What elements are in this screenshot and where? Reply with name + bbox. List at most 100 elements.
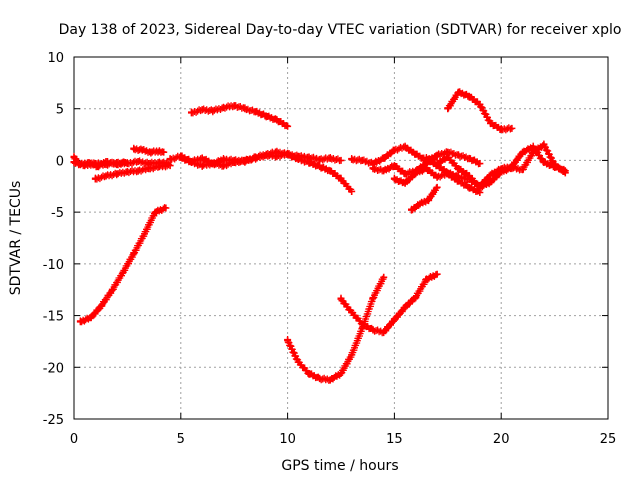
data-point <box>284 150 292 158</box>
data-point <box>134 157 142 165</box>
series-track <box>444 88 514 134</box>
data-point <box>198 162 206 170</box>
data-point <box>230 102 238 110</box>
data-point <box>316 163 324 171</box>
data-point <box>465 183 473 191</box>
data-point <box>98 301 106 309</box>
data-point <box>497 125 505 133</box>
data-point <box>166 162 174 170</box>
data-point <box>87 314 95 322</box>
data-point <box>326 167 334 175</box>
y-tick-labels: 10 5 0 -5 -10 -15 -20 -25 <box>43 51 64 428</box>
data-point <box>487 171 495 179</box>
data-point <box>412 150 420 158</box>
data-point <box>76 161 84 169</box>
data-point <box>401 303 409 311</box>
data-point <box>412 169 420 177</box>
data-point <box>187 158 195 166</box>
data-point <box>407 206 415 214</box>
data-point <box>113 170 121 178</box>
data-point <box>369 294 377 302</box>
data-point <box>209 160 217 168</box>
data-point <box>326 154 334 162</box>
data-point <box>108 286 116 294</box>
data-point <box>412 293 420 301</box>
data-point <box>230 158 238 166</box>
y-tick-label: -5 <box>51 206 64 221</box>
series-s16 <box>433 140 569 192</box>
data-point <box>465 154 473 162</box>
data-point <box>220 104 228 112</box>
data-point <box>294 155 302 163</box>
data-point <box>540 158 548 166</box>
data-point <box>422 165 430 173</box>
data-point <box>284 122 292 130</box>
data-point <box>454 151 462 159</box>
data-point <box>422 275 430 283</box>
y-tick-label: -10 <box>43 258 64 273</box>
data-point <box>476 101 484 109</box>
data-point <box>93 163 101 171</box>
data-point <box>262 151 270 159</box>
data-point <box>551 161 559 169</box>
data-point <box>454 88 462 96</box>
data-point <box>348 308 356 316</box>
data-point <box>358 156 366 164</box>
data-point <box>390 175 398 183</box>
data-point <box>380 154 388 162</box>
data-point <box>305 158 313 166</box>
data-point <box>390 162 398 170</box>
data-point <box>273 116 281 124</box>
chart-title: Day 138 of 2023, Sidereal Day-to-day VTE… <box>59 22 622 38</box>
series-s14 <box>407 183 441 214</box>
data-point <box>138 146 146 154</box>
data-series <box>70 88 569 384</box>
data-point <box>425 196 433 204</box>
data-point <box>487 178 495 186</box>
data-point <box>145 165 153 173</box>
x-tick-labels: 0 5 10 15 20 25 <box>70 432 616 447</box>
data-point <box>454 165 462 173</box>
series-track <box>188 102 290 130</box>
data-point <box>113 161 121 169</box>
data-point <box>155 147 163 155</box>
y-tick-label: -20 <box>43 361 64 376</box>
data-point <box>134 167 142 175</box>
data-point <box>433 270 441 278</box>
series-s12 <box>369 148 484 178</box>
x-tick-label: 10 <box>279 432 296 447</box>
data-point <box>519 166 527 174</box>
data-point <box>390 316 398 324</box>
data-point <box>422 154 430 162</box>
series-track <box>76 204 168 326</box>
data-point <box>337 295 345 303</box>
data-point <box>476 160 484 168</box>
data-point <box>123 168 131 176</box>
data-point <box>121 158 129 166</box>
y-axis-label: SDTVAR / TECUs <box>8 181 24 296</box>
data-point <box>487 119 495 127</box>
x-tick-label: 20 <box>493 432 510 447</box>
data-point <box>130 145 138 153</box>
data-point <box>380 328 388 336</box>
series-s3 <box>91 161 174 183</box>
y-tick-label: -25 <box>43 413 64 428</box>
data-point <box>369 165 377 173</box>
data-point <box>401 179 409 187</box>
data-point <box>155 163 163 171</box>
data-point <box>262 112 270 120</box>
series-s10 <box>337 270 441 337</box>
data-point <box>433 183 441 191</box>
data-point <box>102 157 110 165</box>
data-point <box>70 153 78 161</box>
data-point <box>454 173 462 181</box>
data-point <box>140 230 148 238</box>
data-point <box>401 143 409 151</box>
data-point <box>390 146 398 154</box>
data-point <box>241 156 249 164</box>
series-track <box>408 184 440 214</box>
data-point <box>252 154 260 162</box>
data-point <box>444 153 452 161</box>
series-s9 <box>284 273 388 384</box>
